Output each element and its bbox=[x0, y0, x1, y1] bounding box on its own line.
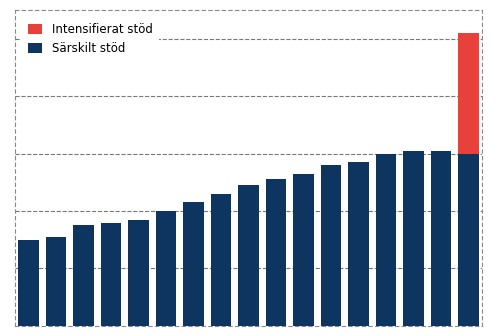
Bar bbox=[238, 185, 259, 326]
Bar bbox=[74, 225, 94, 326]
Bar bbox=[101, 222, 121, 326]
Bar bbox=[156, 211, 176, 326]
Bar bbox=[348, 162, 369, 326]
Bar bbox=[46, 237, 67, 326]
Bar bbox=[458, 154, 479, 326]
Bar bbox=[211, 194, 231, 326]
Bar bbox=[321, 165, 341, 326]
Bar bbox=[458, 33, 479, 154]
Bar bbox=[183, 203, 204, 326]
Bar bbox=[376, 154, 396, 326]
Bar bbox=[403, 151, 423, 326]
Bar bbox=[128, 220, 149, 326]
Bar bbox=[266, 179, 286, 326]
Bar bbox=[293, 174, 314, 326]
Legend: Intensifierat stöd, Särskilt stöd: Intensifierat stöd, Särskilt stöd bbox=[21, 16, 160, 62]
Bar bbox=[430, 151, 451, 326]
Bar bbox=[18, 240, 39, 326]
